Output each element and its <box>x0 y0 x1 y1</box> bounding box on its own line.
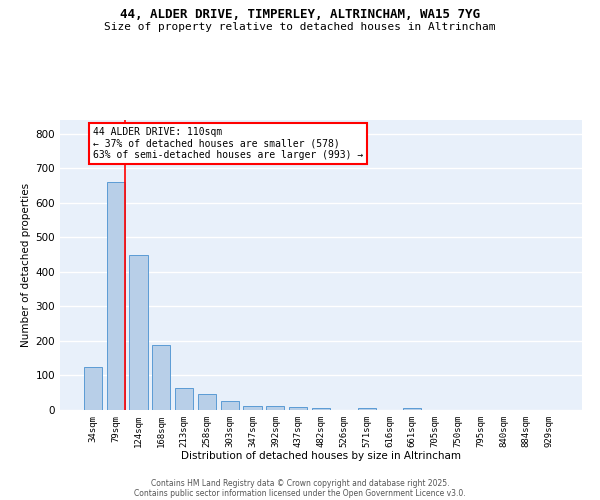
Bar <box>107 182 125 410</box>
Bar <box>152 345 170 410</box>
Bar <box>130 254 148 410</box>
Text: Contains public sector information licensed under the Open Government Licence v3: Contains public sector information licen… <box>134 488 466 498</box>
Bar <box>244 406 262 410</box>
Bar <box>403 408 421 410</box>
X-axis label: Distribution of detached houses by size in Altrincham: Distribution of detached houses by size … <box>181 452 461 462</box>
Bar <box>198 394 216 410</box>
Text: Contains HM Land Registry data © Crown copyright and database right 2025.: Contains HM Land Registry data © Crown c… <box>151 478 449 488</box>
Bar <box>221 400 239 410</box>
Bar <box>289 406 307 410</box>
Text: Size of property relative to detached houses in Altrincham: Size of property relative to detached ho… <box>104 22 496 32</box>
Bar <box>312 408 330 410</box>
Text: 44, ALDER DRIVE, TIMPERLEY, ALTRINCHAM, WA15 7YG: 44, ALDER DRIVE, TIMPERLEY, ALTRINCHAM, … <box>120 8 480 20</box>
Y-axis label: Number of detached properties: Number of detached properties <box>22 183 31 347</box>
Bar <box>175 388 193 410</box>
Bar <box>266 406 284 410</box>
Bar <box>84 367 102 410</box>
Text: 44 ALDER DRIVE: 110sqm
← 37% of detached houses are smaller (578)
63% of semi-de: 44 ALDER DRIVE: 110sqm ← 37% of detached… <box>93 127 363 160</box>
Bar <box>358 408 376 410</box>
